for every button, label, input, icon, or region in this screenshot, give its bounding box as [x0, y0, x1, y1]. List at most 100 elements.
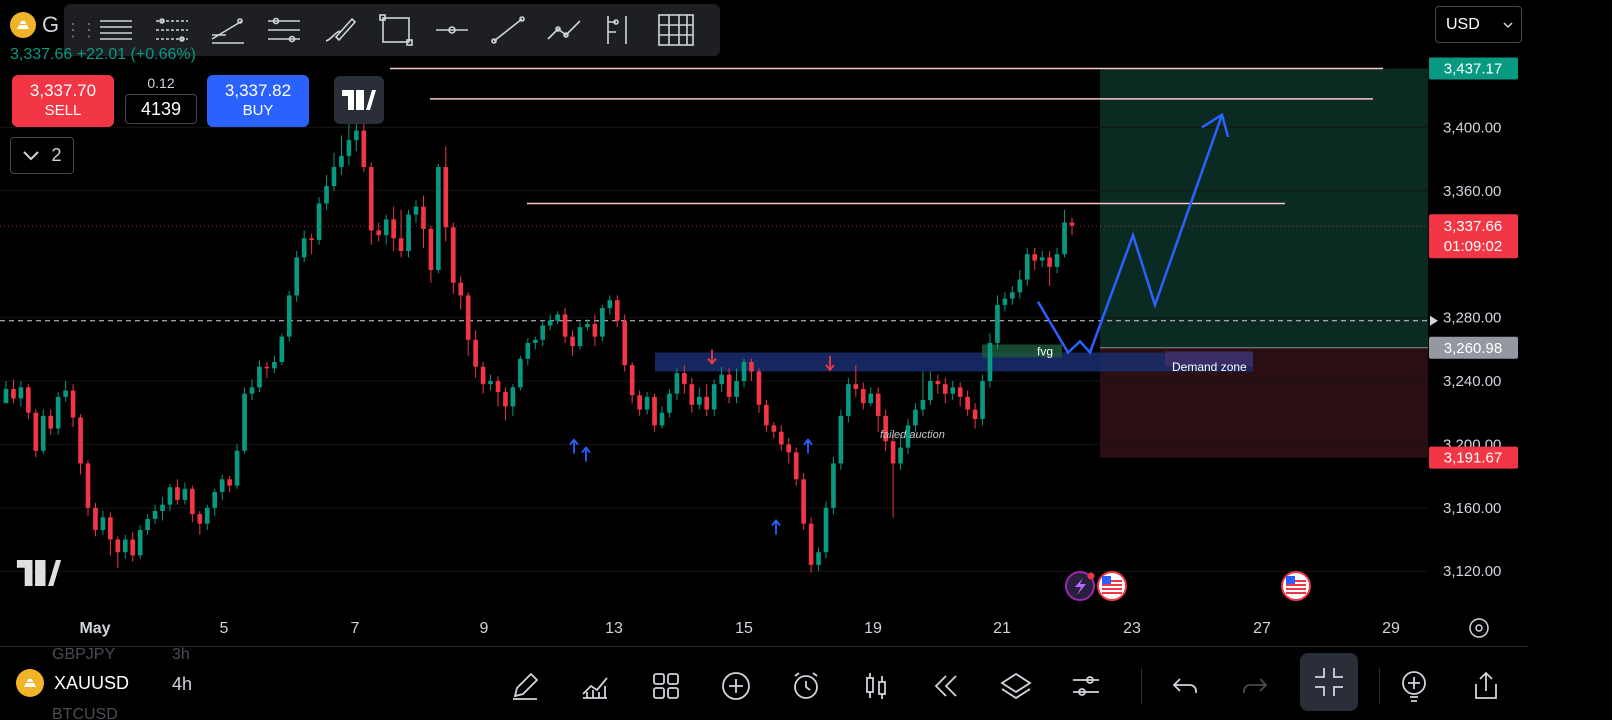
candle-body [78, 417, 83, 464]
grid-icon[interactable] [648, 6, 704, 54]
candle-body [1069, 222, 1075, 226]
rectangle-icon[interactable] [368, 6, 424, 54]
gold-icon [10, 12, 36, 38]
sell-button[interactable]: 3,337.70 SELL [12, 75, 114, 127]
candle-body [719, 374, 724, 385]
candle-body [942, 384, 948, 394]
undo-icon[interactable] [1162, 663, 1208, 709]
economic-events[interactable] [1065, 571, 1311, 601]
candle-body [935, 381, 941, 385]
candle-body [995, 304, 1000, 343]
lightning-glyph [1075, 578, 1086, 595]
draw-icon[interactable] [502, 663, 548, 709]
trend-angle-icon[interactable] [200, 6, 256, 54]
candle-body [316, 203, 322, 240]
target-price-label: 3,437.17 [1444, 60, 1502, 77]
symbol-selector[interactable]: XAUUSD [16, 668, 129, 698]
candle-body [860, 388, 866, 404]
candle-body [443, 167, 449, 228]
candle-body [734, 381, 739, 397]
candle-body [204, 507, 210, 524]
position-zones [655, 68, 1428, 458]
stop-price-label-bg [1429, 446, 1518, 469]
candle-body [406, 214, 411, 252]
templates-icon[interactable] [643, 663, 689, 709]
candle-body [622, 320, 628, 366]
candle-body [55, 396, 61, 429]
candle-body [868, 393, 874, 404]
horizontal-lines-icon[interactable] [88, 6, 144, 54]
parallel-channel-icon[interactable] [144, 6, 200, 54]
currency-select[interactable]: USD [1435, 6, 1522, 43]
watchlist-ghost-ticker: BTCUSD [52, 706, 118, 720]
timeframe-selector[interactable]: 4h [172, 674, 193, 694]
sell-price: 3,337.70 [29, 81, 97, 100]
candle-body [234, 450, 240, 486]
candle-body [898, 447, 903, 464]
grip-icon[interactable]: ⋮⋮ [64, 19, 98, 40]
candle-body [764, 404, 769, 426]
candle-body [413, 206, 419, 215]
share-icon[interactable] [1463, 663, 1509, 709]
candle-body [957, 387, 963, 397]
projection-path [569, 112, 1230, 535]
tradingview-logo-icon[interactable] [334, 76, 384, 124]
axis-settings-icon-inner [1475, 624, 1483, 632]
ideas-icon[interactable] [1391, 663, 1437, 709]
target-price-label-bg [1429, 57, 1518, 80]
candle-body [652, 396, 657, 426]
fvg-label: fvg [1037, 344, 1053, 358]
sell-label: SELL [44, 102, 82, 119]
candle-body [130, 539, 136, 556]
candle-body [354, 130, 359, 141]
candle-body [190, 488, 195, 515]
time-axis[interactable]: May 5 7 9 13 15 19 21 23 27 29 [79, 618, 1489, 638]
candle-body [398, 238, 404, 252]
candle-body [726, 374, 732, 397]
entry-price-label-bg [1429, 336, 1518, 359]
trend-line-icon[interactable] [480, 6, 536, 54]
chart-type-icon[interactable] [853, 663, 899, 709]
crosshair-pointer [1430, 315, 1438, 326]
candle-body [249, 387, 255, 394]
indicators-collapse-button[interactable]: 2 [10, 137, 74, 174]
axis-settings-icon [1469, 618, 1489, 638]
horizontal-ray-icon[interactable] [424, 6, 480, 54]
alert-icon[interactable] [783, 663, 829, 709]
symbol-header[interactable]: G [10, 12, 59, 38]
candle-body [458, 282, 464, 296]
candle-body [391, 219, 396, 239]
candle-body [749, 361, 754, 372]
candle-body [883, 415, 888, 442]
settings-icon[interactable] [1063, 663, 1109, 709]
indicators-icon[interactable] [572, 663, 618, 709]
candle-body [637, 395, 642, 410]
candle-body [629, 365, 635, 396]
candle-body [614, 300, 620, 321]
fullscreen-exit-icon[interactable] [1300, 653, 1358, 711]
fib-lines-icon[interactable] [256, 6, 312, 54]
candle-body [152, 510, 158, 519]
candle-body [3, 388, 9, 404]
price-tick-label: 3,240.00 [1443, 373, 1501, 390]
quantity-input[interactable]: 4139 [125, 94, 197, 124]
path-icon[interactable] [536, 6, 592, 54]
profit-zone [1100, 68, 1428, 348]
demand-zone [655, 352, 1253, 372]
redo-icon[interactable] [1232, 663, 1278, 709]
demand-zone-label: Demand zone [1172, 360, 1247, 374]
candle-body [1002, 298, 1008, 305]
flag-stripe [1286, 580, 1306, 582]
brush-icon[interactable] [312, 6, 368, 54]
candle-body [786, 444, 792, 453]
replay-icon[interactable] [923, 663, 969, 709]
buy-button[interactable]: 3,337.82 BUY [207, 75, 309, 127]
time-tick-label: 7 [351, 620, 360, 637]
layers-icon[interactable] [993, 663, 1039, 709]
candle-body [48, 415, 54, 429]
long-position-icon[interactable] [592, 6, 648, 54]
add-icon[interactable] [713, 663, 759, 709]
candle-body [980, 381, 985, 420]
failed-auction-label: failed auction [880, 429, 945, 441]
